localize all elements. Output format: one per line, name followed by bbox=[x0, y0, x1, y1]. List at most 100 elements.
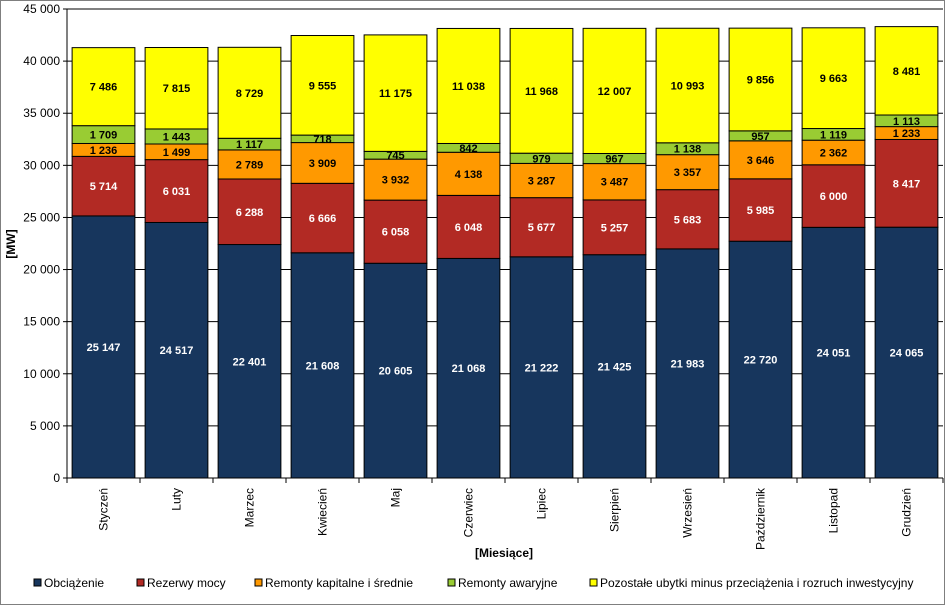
data-label: 718 bbox=[313, 134, 331, 146]
legend-swatch bbox=[33, 578, 42, 587]
data-label: 21 222 bbox=[525, 362, 559, 374]
data-label: 967 bbox=[605, 154, 623, 166]
data-label: 20 605 bbox=[379, 366, 413, 378]
data-label: 24 065 bbox=[890, 348, 924, 360]
bar-segment bbox=[436, 257, 501, 479]
data-label: 11 175 bbox=[379, 88, 412, 100]
data-label: 11 038 bbox=[452, 81, 485, 93]
bars bbox=[71, 26, 939, 479]
data-label: 22 720 bbox=[744, 355, 778, 367]
y-tick-label: 30 000 bbox=[23, 158, 60, 172]
data-label: 957 bbox=[751, 131, 769, 143]
data-label: 9 555 bbox=[309, 80, 337, 92]
x-tick-label: Czerwiec bbox=[462, 488, 476, 537]
data-label: 22 401 bbox=[233, 356, 267, 368]
data-label: 9 856 bbox=[747, 74, 775, 86]
x-axis-ticks: Styczeń Luty Marzec Kwiecień Maj Czerwiec Lipi… bbox=[66, 478, 944, 550]
data-label: 3 287 bbox=[528, 176, 556, 188]
x-tick-label: Maj bbox=[389, 488, 403, 507]
data-label: 8 417 bbox=[893, 178, 921, 190]
data-label: 1 138 bbox=[674, 144, 702, 156]
data-label: 21 425 bbox=[598, 361, 632, 373]
data-label: 1 499 bbox=[163, 147, 191, 159]
bar-segment bbox=[144, 47, 209, 130]
bar-segment bbox=[290, 142, 355, 184]
bar-segment bbox=[874, 26, 939, 116]
bar-segment bbox=[509, 27, 574, 154]
bar-segment bbox=[290, 252, 355, 479]
bar-segment bbox=[728, 178, 793, 242]
data-label: 4 138 bbox=[455, 169, 483, 181]
legend-swatch bbox=[447, 578, 456, 587]
bar-segment bbox=[582, 163, 647, 201]
legend-label: Remonty kapitalne i średnie bbox=[265, 576, 413, 590]
y-tick-label: 0 bbox=[53, 471, 60, 485]
bar-segment bbox=[801, 226, 866, 479]
legend-swatch bbox=[136, 578, 145, 587]
data-label: 11 968 bbox=[525, 86, 558, 98]
data-label: 21 983 bbox=[671, 358, 705, 370]
x-tick-label: Sierpień bbox=[608, 488, 622, 532]
y-tick-label: 35 000 bbox=[23, 106, 60, 120]
x-tick-label: Marzec bbox=[243, 488, 257, 527]
data-label: 6 288 bbox=[236, 207, 264, 219]
bar-segment bbox=[728, 240, 793, 479]
x-tick-label: Styczeń bbox=[97, 488, 111, 531]
bar-segment bbox=[728, 140, 793, 180]
y-axis-title: [MW] bbox=[4, 229, 18, 258]
data-label: 1 119 bbox=[820, 129, 847, 141]
data-label: 3 932 bbox=[382, 175, 410, 187]
legend-swatch bbox=[589, 578, 598, 587]
bar-segment bbox=[71, 155, 136, 217]
y-tick-label: 5 000 bbox=[30, 419, 60, 433]
data-label: 5 677 bbox=[528, 222, 556, 234]
y-tick-label: 10 000 bbox=[23, 367, 60, 381]
data-label: 6 058 bbox=[382, 227, 410, 239]
x-tick-label: Wrzesień bbox=[681, 488, 695, 538]
bar-segment bbox=[436, 151, 501, 196]
bar-segment bbox=[363, 34, 428, 152]
bar-segment bbox=[217, 244, 282, 479]
data-label: 6 000 bbox=[820, 191, 848, 203]
plot-area bbox=[67, 9, 943, 478]
data-label: 1 709 bbox=[90, 130, 118, 142]
y-tick-label: 45 000 bbox=[23, 2, 60, 16]
bar-segment bbox=[728, 27, 793, 132]
bar-segment bbox=[363, 262, 428, 479]
data-label: 6 048 bbox=[455, 222, 483, 234]
bar-segment bbox=[290, 35, 355, 136]
bar-segment bbox=[144, 159, 209, 223]
data-label: 5 985 bbox=[747, 205, 775, 217]
y-tick-label: 15 000 bbox=[23, 315, 60, 329]
x-tick-label: Kwiecień bbox=[316, 488, 330, 536]
legend: Obciążenie Rezerwy mocy Remonty kapitalne … bbox=[33, 576, 913, 590]
bar-segment bbox=[655, 27, 720, 144]
bar-segment bbox=[582, 27, 647, 154]
bar-segment bbox=[874, 138, 939, 228]
bar-segment bbox=[801, 164, 866, 228]
data-label: 21 068 bbox=[452, 363, 486, 375]
data-label: 842 bbox=[459, 143, 477, 155]
bar-segment bbox=[436, 27, 501, 144]
data-label: 3 357 bbox=[674, 167, 702, 179]
data-label: 12 007 bbox=[598, 86, 632, 98]
gridlines bbox=[67, 8, 943, 427]
bar-segment bbox=[71, 47, 136, 127]
bar-segment bbox=[801, 27, 866, 130]
x-tick-label: Grudzień bbox=[900, 488, 914, 537]
data-label: 24 517 bbox=[160, 345, 194, 357]
x-tick-label: Lipiec bbox=[535, 488, 549, 519]
data-labels: 25 147 5 714 1 236 1 709 7 486 24 517 6 031 1 4… bbox=[87, 66, 924, 378]
data-label: 10 993 bbox=[671, 81, 705, 93]
y-axis-ticks: 0 5 000 10 000 15 000 20 000 25 000 30 000 35 0… bbox=[23, 2, 67, 485]
data-label: 1 443 bbox=[163, 131, 191, 143]
y-tick-label: 25 000 bbox=[23, 210, 60, 224]
data-label: 7 815 bbox=[163, 83, 191, 95]
x-tick-label: Październik bbox=[754, 487, 768, 550]
bar-segment bbox=[363, 158, 428, 201]
data-label: 979 bbox=[532, 153, 550, 165]
data-label: 1 113 bbox=[893, 116, 920, 128]
bar-segment bbox=[363, 199, 428, 264]
legend-label: Remonty awaryjne bbox=[458, 576, 558, 590]
